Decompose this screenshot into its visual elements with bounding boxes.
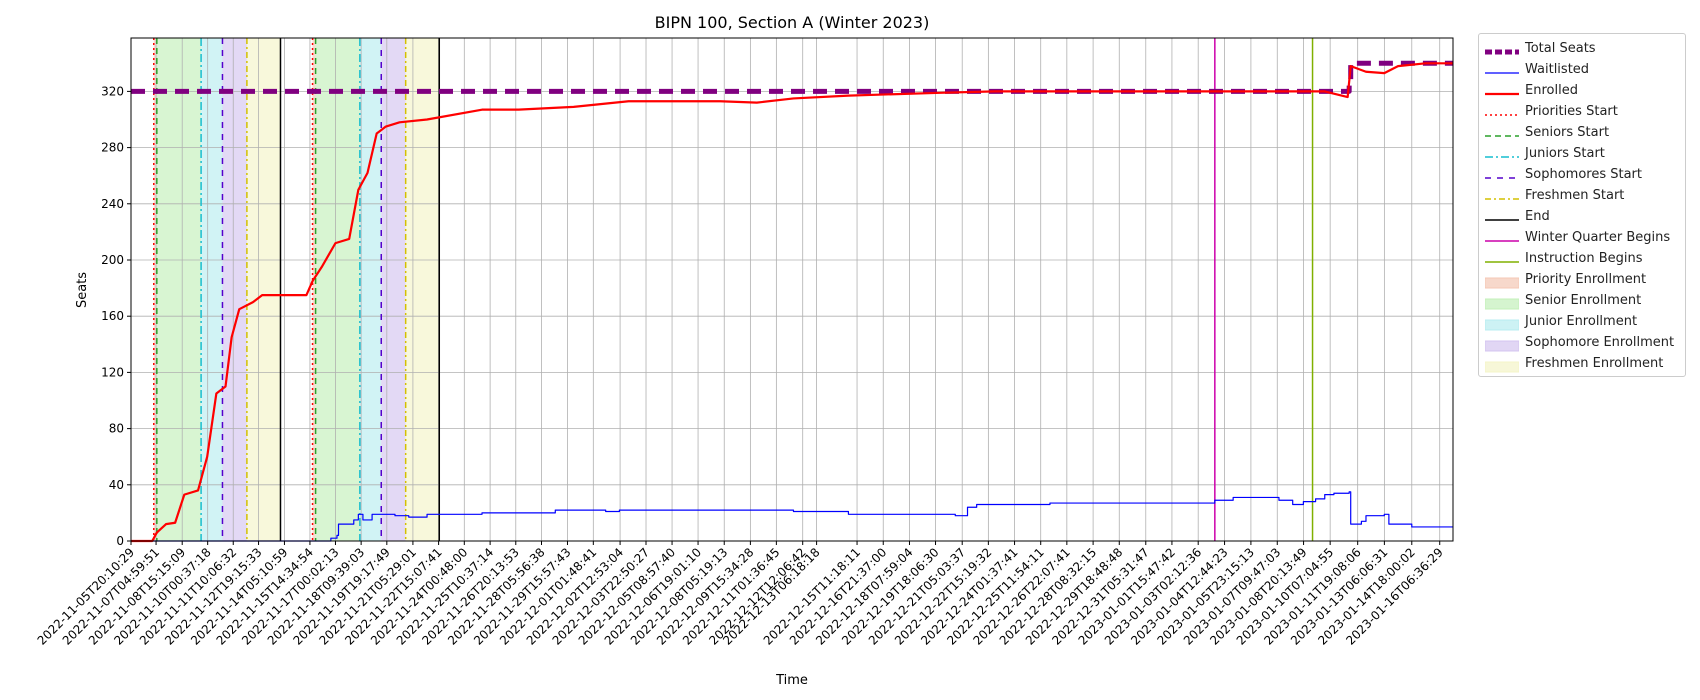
legend-patch-swatch [1484, 358, 1525, 373]
band-senior-enrollment [315, 38, 360, 541]
band-freshmen-enrollment [246, 38, 281, 541]
legend-item: End [1479, 207, 1685, 227]
y-tick-label: 40 [109, 478, 124, 492]
legend-patch-swatch [1484, 316, 1525, 331]
y-tick-label: 200 [101, 253, 124, 267]
legend-label: Sophomores Start [1525, 167, 1642, 182]
series-enrolled [131, 62, 1453, 543]
band-sophomore-enrollment [222, 38, 247, 541]
legend-line-swatch [1485, 148, 1525, 160]
legend-label: Senior Enrollment [1525, 293, 1642, 308]
legend-item: Sophomores Start [1479, 165, 1685, 185]
chart-title: BIPN 100, Section A (Winter 2023) [655, 13, 930, 32]
y-tick-label: 0 [116, 534, 124, 548]
legend-line-swatch [1485, 253, 1525, 265]
legend-label: Sophomore Enrollment [1525, 335, 1675, 350]
legend-label: End [1525, 209, 1550, 224]
band-junior-enrollment [201, 38, 223, 541]
y-tick-label: 280 [101, 141, 124, 155]
milestone-lines [153, 38, 1314, 541]
legend-item: Enrolled [1479, 81, 1685, 101]
y-tick-label: 240 [101, 197, 124, 211]
legend-item: Juniors Start [1479, 144, 1685, 164]
enrollment-bands [153, 38, 440, 541]
legend-item: Sophomore Enrollment [1479, 333, 1685, 353]
legend: Total Seats Waitlisted Enrolled Priorities … [1478, 33, 1686, 377]
legend-label: Juniors Start [1525, 146, 1605, 161]
legend-label: Waitlisted [1525, 62, 1590, 77]
legend-line-swatch [1485, 64, 1525, 76]
legend-label: Seniors Start [1525, 125, 1610, 140]
legend-item: Junior Enrollment [1479, 312, 1685, 332]
legend-line-swatch [1485, 169, 1525, 181]
band-freshmen-enrollment [405, 38, 440, 541]
legend-item: Winter Quarter Begins [1479, 228, 1685, 248]
legend-patch-swatch [1484, 295, 1525, 310]
series-waitlisted [131, 491, 1453, 542]
legend-patch-swatch [1484, 337, 1525, 352]
legend-line-swatch [1485, 43, 1525, 55]
legend-label: Total Seats [1525, 41, 1596, 56]
legend-item: Priorities Start [1479, 102, 1685, 122]
legend-line-swatch [1485, 190, 1525, 202]
legend-line-swatch [1485, 127, 1525, 139]
legend-label: Freshmen Enrollment [1525, 356, 1664, 371]
x-axis-label: Time [775, 673, 808, 688]
y-axis-label: Seats [75, 272, 90, 308]
y-tick-label: 320 [101, 84, 124, 98]
legend-item: Waitlisted [1479, 60, 1685, 80]
y-tick-label: 80 [109, 422, 124, 436]
legend-item: Priority Enrollment [1479, 270, 1685, 290]
y-tick-label: 160 [101, 309, 124, 323]
legend-item: Total Seats [1479, 39, 1685, 59]
legend-line-swatch [1485, 232, 1525, 244]
legend-item: Instruction Begins [1479, 249, 1685, 269]
legend-patch-swatch [1484, 274, 1525, 289]
legend-item: Senior Enrollment [1479, 291, 1685, 311]
band-sophomore-enrollment [381, 38, 406, 541]
legend-label: Priorities Start [1525, 104, 1618, 119]
legend-label: Freshmen Start [1525, 188, 1625, 203]
legend-item: Freshmen Enrollment [1479, 354, 1685, 374]
legend-line-swatch [1485, 85, 1525, 97]
legend-label: Instruction Begins [1525, 251, 1643, 266]
y-tick-label: 120 [101, 365, 124, 379]
y-axis: 0 40 80 120 160 200 240 280 320 [101, 84, 131, 548]
band-junior-enrollment [359, 38, 382, 541]
legend-item: Freshmen Start [1479, 186, 1685, 206]
legend-line-swatch [1485, 211, 1525, 223]
data-series [131, 60, 1453, 543]
legend-item: Seniors Start [1479, 123, 1685, 143]
legend-label: Junior Enrollment [1525, 314, 1638, 329]
legend-label: Enrolled [1525, 83, 1578, 98]
band-priority-enrollment [312, 38, 316, 541]
legend-label: Priority Enrollment [1525, 272, 1647, 287]
band-priority-enrollment [153, 38, 157, 541]
legend-label: Winter Quarter Begins [1525, 230, 1671, 245]
legend-line-swatch [1485, 106, 1525, 118]
band-senior-enrollment [156, 38, 202, 541]
plot-frame [130, 37, 1454, 542]
